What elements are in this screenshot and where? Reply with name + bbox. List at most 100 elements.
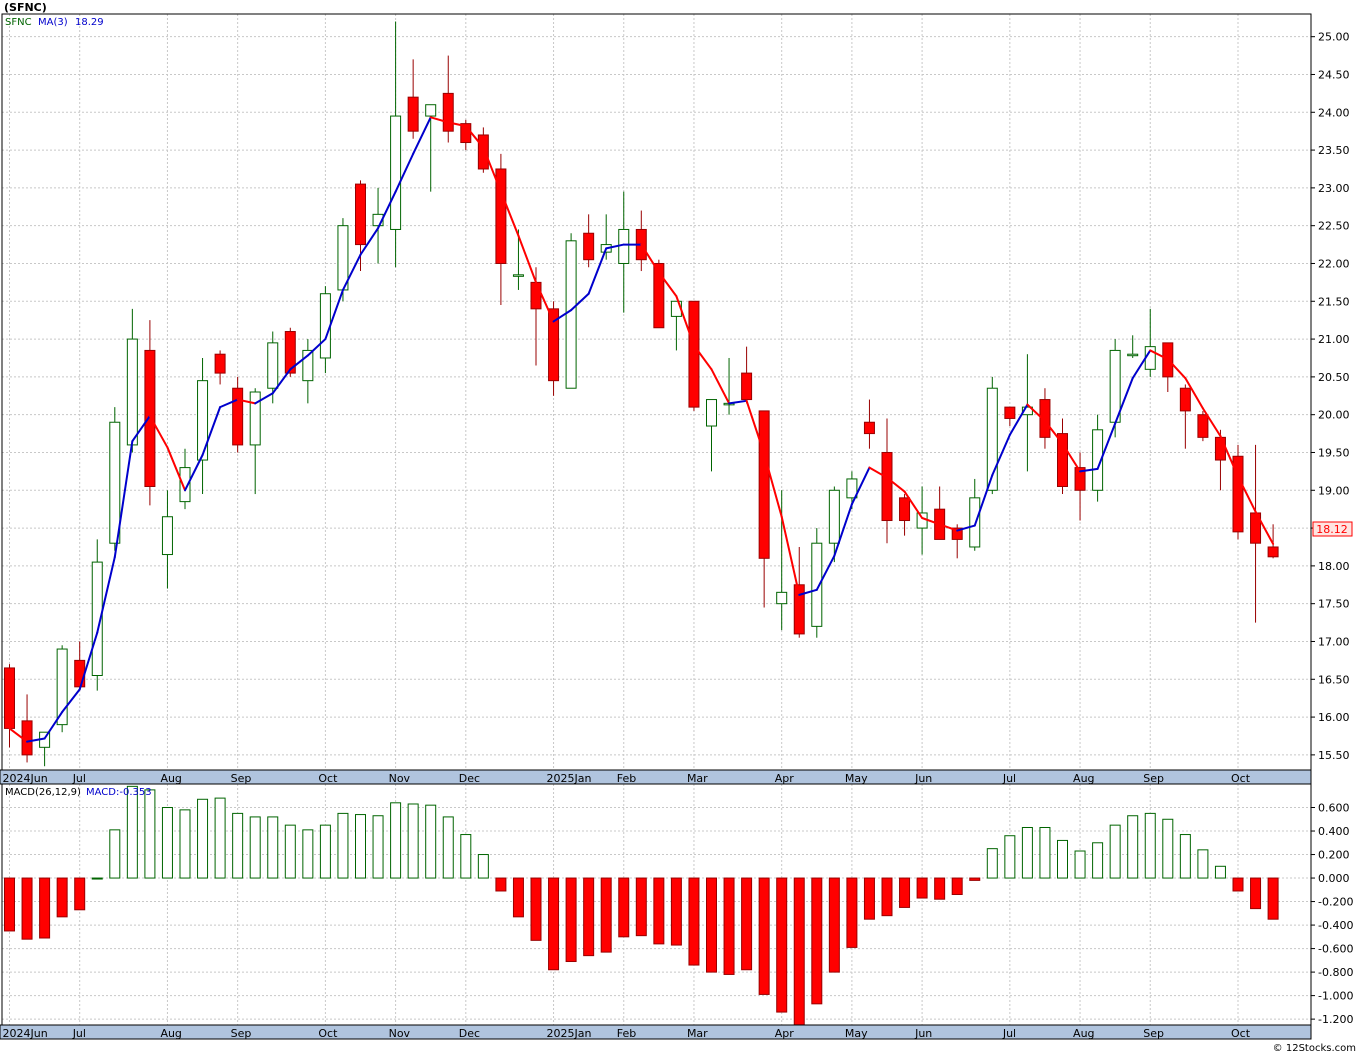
macd-bar xyxy=(635,877,647,937)
macd-bar xyxy=(21,877,33,940)
macd-bar xyxy=(969,877,981,881)
macd-bar xyxy=(899,877,911,908)
ma-line-segment xyxy=(1254,510,1275,545)
month-label: Oct xyxy=(318,772,338,785)
ma-line-segment xyxy=(745,399,766,455)
macd-tick-label: 0.200 xyxy=(1318,849,1350,862)
macd-bar xyxy=(460,834,472,879)
ma-line-segment xyxy=(96,556,116,634)
candle-body xyxy=(530,281,542,310)
macd-bar xyxy=(828,877,840,973)
month-label: Sep xyxy=(1143,772,1164,785)
candle-body xyxy=(407,96,419,132)
macd-bar xyxy=(512,877,524,918)
candle-body xyxy=(302,349,314,382)
ma-line-segment xyxy=(482,146,502,193)
candle-body xyxy=(91,561,103,676)
month-label: Aug xyxy=(1073,1027,1094,1040)
ma-line-segment xyxy=(517,234,537,284)
candle-body xyxy=(565,240,577,389)
candle-body xyxy=(56,648,68,726)
macd-bar xyxy=(863,877,875,920)
ma-line-segment xyxy=(499,190,520,237)
ma-line-segment xyxy=(1166,358,1187,380)
ma-line-segment xyxy=(271,368,292,395)
price-tick-label: 16.50 xyxy=(1318,673,1350,686)
macd-bar xyxy=(249,816,261,879)
ma-line-segment xyxy=(956,524,976,532)
macd-bar xyxy=(284,824,296,879)
candle-body xyxy=(811,542,823,627)
macd-tick-label: -0.400 xyxy=(1318,919,1353,932)
macd-bar xyxy=(1004,835,1016,879)
candle-body xyxy=(706,399,717,427)
candle-body xyxy=(618,228,630,264)
ma-line-segment xyxy=(1149,349,1169,361)
macd-tick-label: 0.000 xyxy=(1318,872,1350,885)
macd-tick-label: -1.200 xyxy=(1318,1013,1353,1026)
macd-tick-label: -0.800 xyxy=(1318,966,1353,979)
candle-body xyxy=(653,262,665,329)
macd-bar xyxy=(477,854,489,879)
macd-tick-label: 0.400 xyxy=(1318,825,1350,838)
candle-body xyxy=(425,104,437,117)
legend-ma-label: MA(3) xyxy=(38,17,68,28)
candle-body xyxy=(1021,406,1033,416)
ma-line-segment xyxy=(552,309,573,323)
ma-line-segment xyxy=(815,554,836,591)
macd-bar xyxy=(1197,849,1209,879)
price-tick-label: 19.50 xyxy=(1318,446,1350,459)
ma-line-segment xyxy=(201,406,222,456)
legend-ma-value: 18.29 xyxy=(75,17,104,28)
ma-line-segment xyxy=(1061,442,1082,473)
ma-line-segment xyxy=(1201,407,1222,438)
last-price-box xyxy=(1312,521,1353,537)
ma-line-segment xyxy=(166,446,186,492)
ma-line-segment xyxy=(1096,422,1117,470)
candle-body xyxy=(267,342,279,389)
month-label: May xyxy=(845,1027,868,1040)
price-tick-label: 17.00 xyxy=(1318,635,1350,648)
month-label: Sep xyxy=(1143,1027,1164,1040)
ma-line-segment xyxy=(640,243,660,274)
macd-bar xyxy=(39,877,51,939)
candle-body xyxy=(776,591,788,605)
candle-body xyxy=(144,349,156,488)
ma-line-segment xyxy=(903,490,924,519)
date-axis-strip-top xyxy=(0,769,1312,785)
ma-line-segment xyxy=(78,631,99,691)
month-label: Dec xyxy=(459,1027,480,1040)
ma-line-segment xyxy=(148,414,169,449)
macd-bar xyxy=(951,877,963,896)
ma-line-segment xyxy=(710,368,731,405)
ma-line-segment xyxy=(236,398,257,405)
price-tick-label: 23.00 xyxy=(1318,182,1350,195)
month-label: 2024Jun xyxy=(3,1027,48,1040)
macd-bar xyxy=(723,877,735,975)
price-panel xyxy=(4,21,1279,767)
ma-line-segment xyxy=(8,727,29,743)
macd-bar xyxy=(161,807,173,879)
macd-bar xyxy=(372,815,384,879)
ma-line-segment xyxy=(447,121,467,128)
macd-bar xyxy=(4,877,15,932)
price-tick-label: 22.50 xyxy=(1318,220,1350,233)
month-label: Aug xyxy=(1073,772,1094,785)
ma-line-segment xyxy=(587,247,608,295)
macd-bar xyxy=(741,877,753,971)
macd-bar xyxy=(618,877,630,938)
candle-body xyxy=(1092,429,1104,491)
macd-bar xyxy=(846,877,858,948)
candle-body xyxy=(951,527,963,540)
macd-bar xyxy=(986,848,998,879)
ma-line-segment xyxy=(1043,419,1064,445)
ma-line-segment xyxy=(1114,377,1134,425)
candle-body xyxy=(583,232,595,261)
price-tick-label: 20.50 xyxy=(1318,371,1350,384)
ma-line-segment xyxy=(1008,403,1029,436)
credit-label: © 12Stocks.com xyxy=(1273,1043,1356,1054)
candle-body xyxy=(512,274,524,277)
axis-layer: 15.5016.0016.5017.0017.5018.0018.5019.00… xyxy=(0,13,1353,1040)
month-label: Jul xyxy=(72,772,86,785)
macd-bar xyxy=(530,877,542,941)
